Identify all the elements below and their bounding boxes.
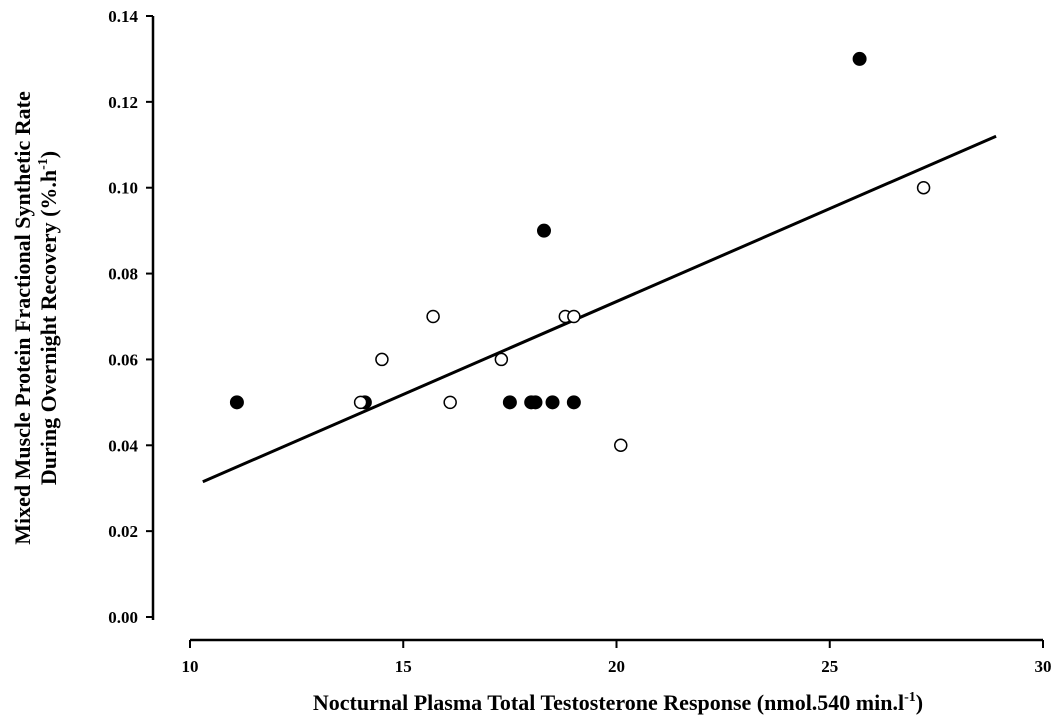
regression-line (202, 134, 997, 484)
filled-data-point (502, 395, 517, 410)
y-tick-label: 0.12 (108, 93, 138, 112)
y-axis-title-line2: During Overnight Recovery (%.h-1) (36, 151, 61, 485)
open-data-point (426, 309, 440, 324)
open-data-point (375, 352, 389, 367)
x-axis: 10 15 20 25 30 (182, 638, 1052, 676)
filled-data-point (536, 223, 551, 238)
filled-data-point (229, 395, 244, 410)
y-tick-label: 0.00 (108, 608, 138, 627)
filled-data-point (545, 395, 560, 410)
open-data-point (614, 438, 628, 453)
open-data-point (443, 395, 457, 410)
y-ticks: 0.00 0.02 0.04 0.06 0.08 0.10 0.12 0.14 (108, 7, 153, 627)
x-tick-label: 30 (1035, 657, 1052, 676)
data-points (229, 51, 931, 453)
x-tick-label: 10 (182, 657, 199, 676)
y-tick-label: 0.02 (108, 522, 138, 541)
filled-data-point (566, 395, 581, 410)
open-data-point (353, 395, 368, 410)
y-axis: 0.00 0.02 0.04 0.06 0.08 0.10 0.12 0.14 (108, 7, 155, 627)
y-tick-label: 0.06 (108, 350, 138, 369)
open-data-point (494, 352, 509, 367)
x-tick-label: 25 (821, 657, 838, 676)
y-tick-label: 0.04 (108, 436, 138, 455)
open-data-point (916, 180, 931, 195)
filled-data-point (852, 51, 867, 66)
filled-data-point (528, 395, 543, 410)
x-ticks: 10 15 20 25 30 (182, 640, 1052, 676)
y-tick-label: 0.14 (108, 7, 138, 26)
y-axis-title-group: Mixed Muscle Protein Fractional Syntheti… (10, 91, 61, 545)
open-data-point (567, 309, 581, 324)
x-tick-label: 15 (395, 657, 412, 676)
y-tick-label: 0.08 (108, 265, 138, 284)
y-axis-title-line1: Mixed Muscle Protein Fractional Syntheti… (10, 91, 35, 545)
x-axis-title: Nocturnal Plasma Total Testosterone Resp… (313, 690, 923, 715)
y-tick-label: 0.10 (108, 179, 138, 198)
x-tick-label: 20 (608, 657, 625, 676)
